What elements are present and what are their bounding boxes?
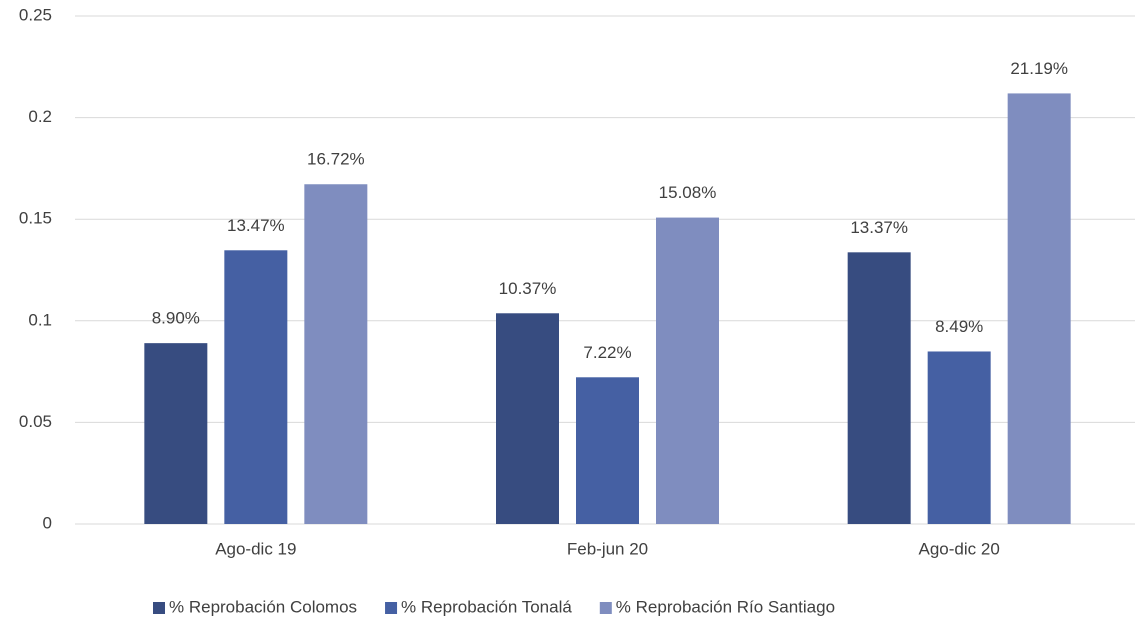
bar xyxy=(304,184,368,524)
data-label: 13.37% xyxy=(850,218,908,237)
y-tick-label: 0.15 xyxy=(19,209,52,228)
bar xyxy=(144,343,208,524)
bar xyxy=(224,250,288,524)
bar xyxy=(927,351,991,524)
data-label: 21.19% xyxy=(1010,59,1068,78)
legend-label: % Reprobación Río Santiago xyxy=(616,597,835,616)
legend-swatch xyxy=(599,602,612,614)
x-tick-label: Feb-jun 20 xyxy=(567,539,648,558)
bar xyxy=(576,377,639,524)
data-label: 8.90% xyxy=(152,309,200,328)
data-label: 16.72% xyxy=(307,150,365,169)
legend-label: % Reprobación Colomos xyxy=(169,597,357,616)
data-label: 7.22% xyxy=(583,343,631,362)
y-tick-label: 0.05 xyxy=(19,412,52,431)
legend-swatch xyxy=(385,602,398,614)
y-tick-label: 0 xyxy=(43,513,52,532)
bar xyxy=(496,313,559,524)
y-tick-label: 0.1 xyxy=(28,310,52,329)
data-label: 15.08% xyxy=(659,183,717,202)
legend-label: % Reprobación Tonalá xyxy=(401,597,572,616)
bar xyxy=(656,217,719,524)
legend-swatch xyxy=(153,602,165,614)
data-label: 10.37% xyxy=(499,279,557,298)
bar xyxy=(1007,93,1071,525)
x-tick-label: Ago-dic 19 xyxy=(215,539,296,558)
y-tick-label: 0.25 xyxy=(19,5,52,24)
data-label: 13.47% xyxy=(227,216,285,235)
bar xyxy=(847,252,911,524)
data-label: 8.49% xyxy=(935,317,983,336)
y-tick-label: 0.2 xyxy=(28,107,52,126)
x-tick-label: Ago-dic 20 xyxy=(919,539,1000,558)
